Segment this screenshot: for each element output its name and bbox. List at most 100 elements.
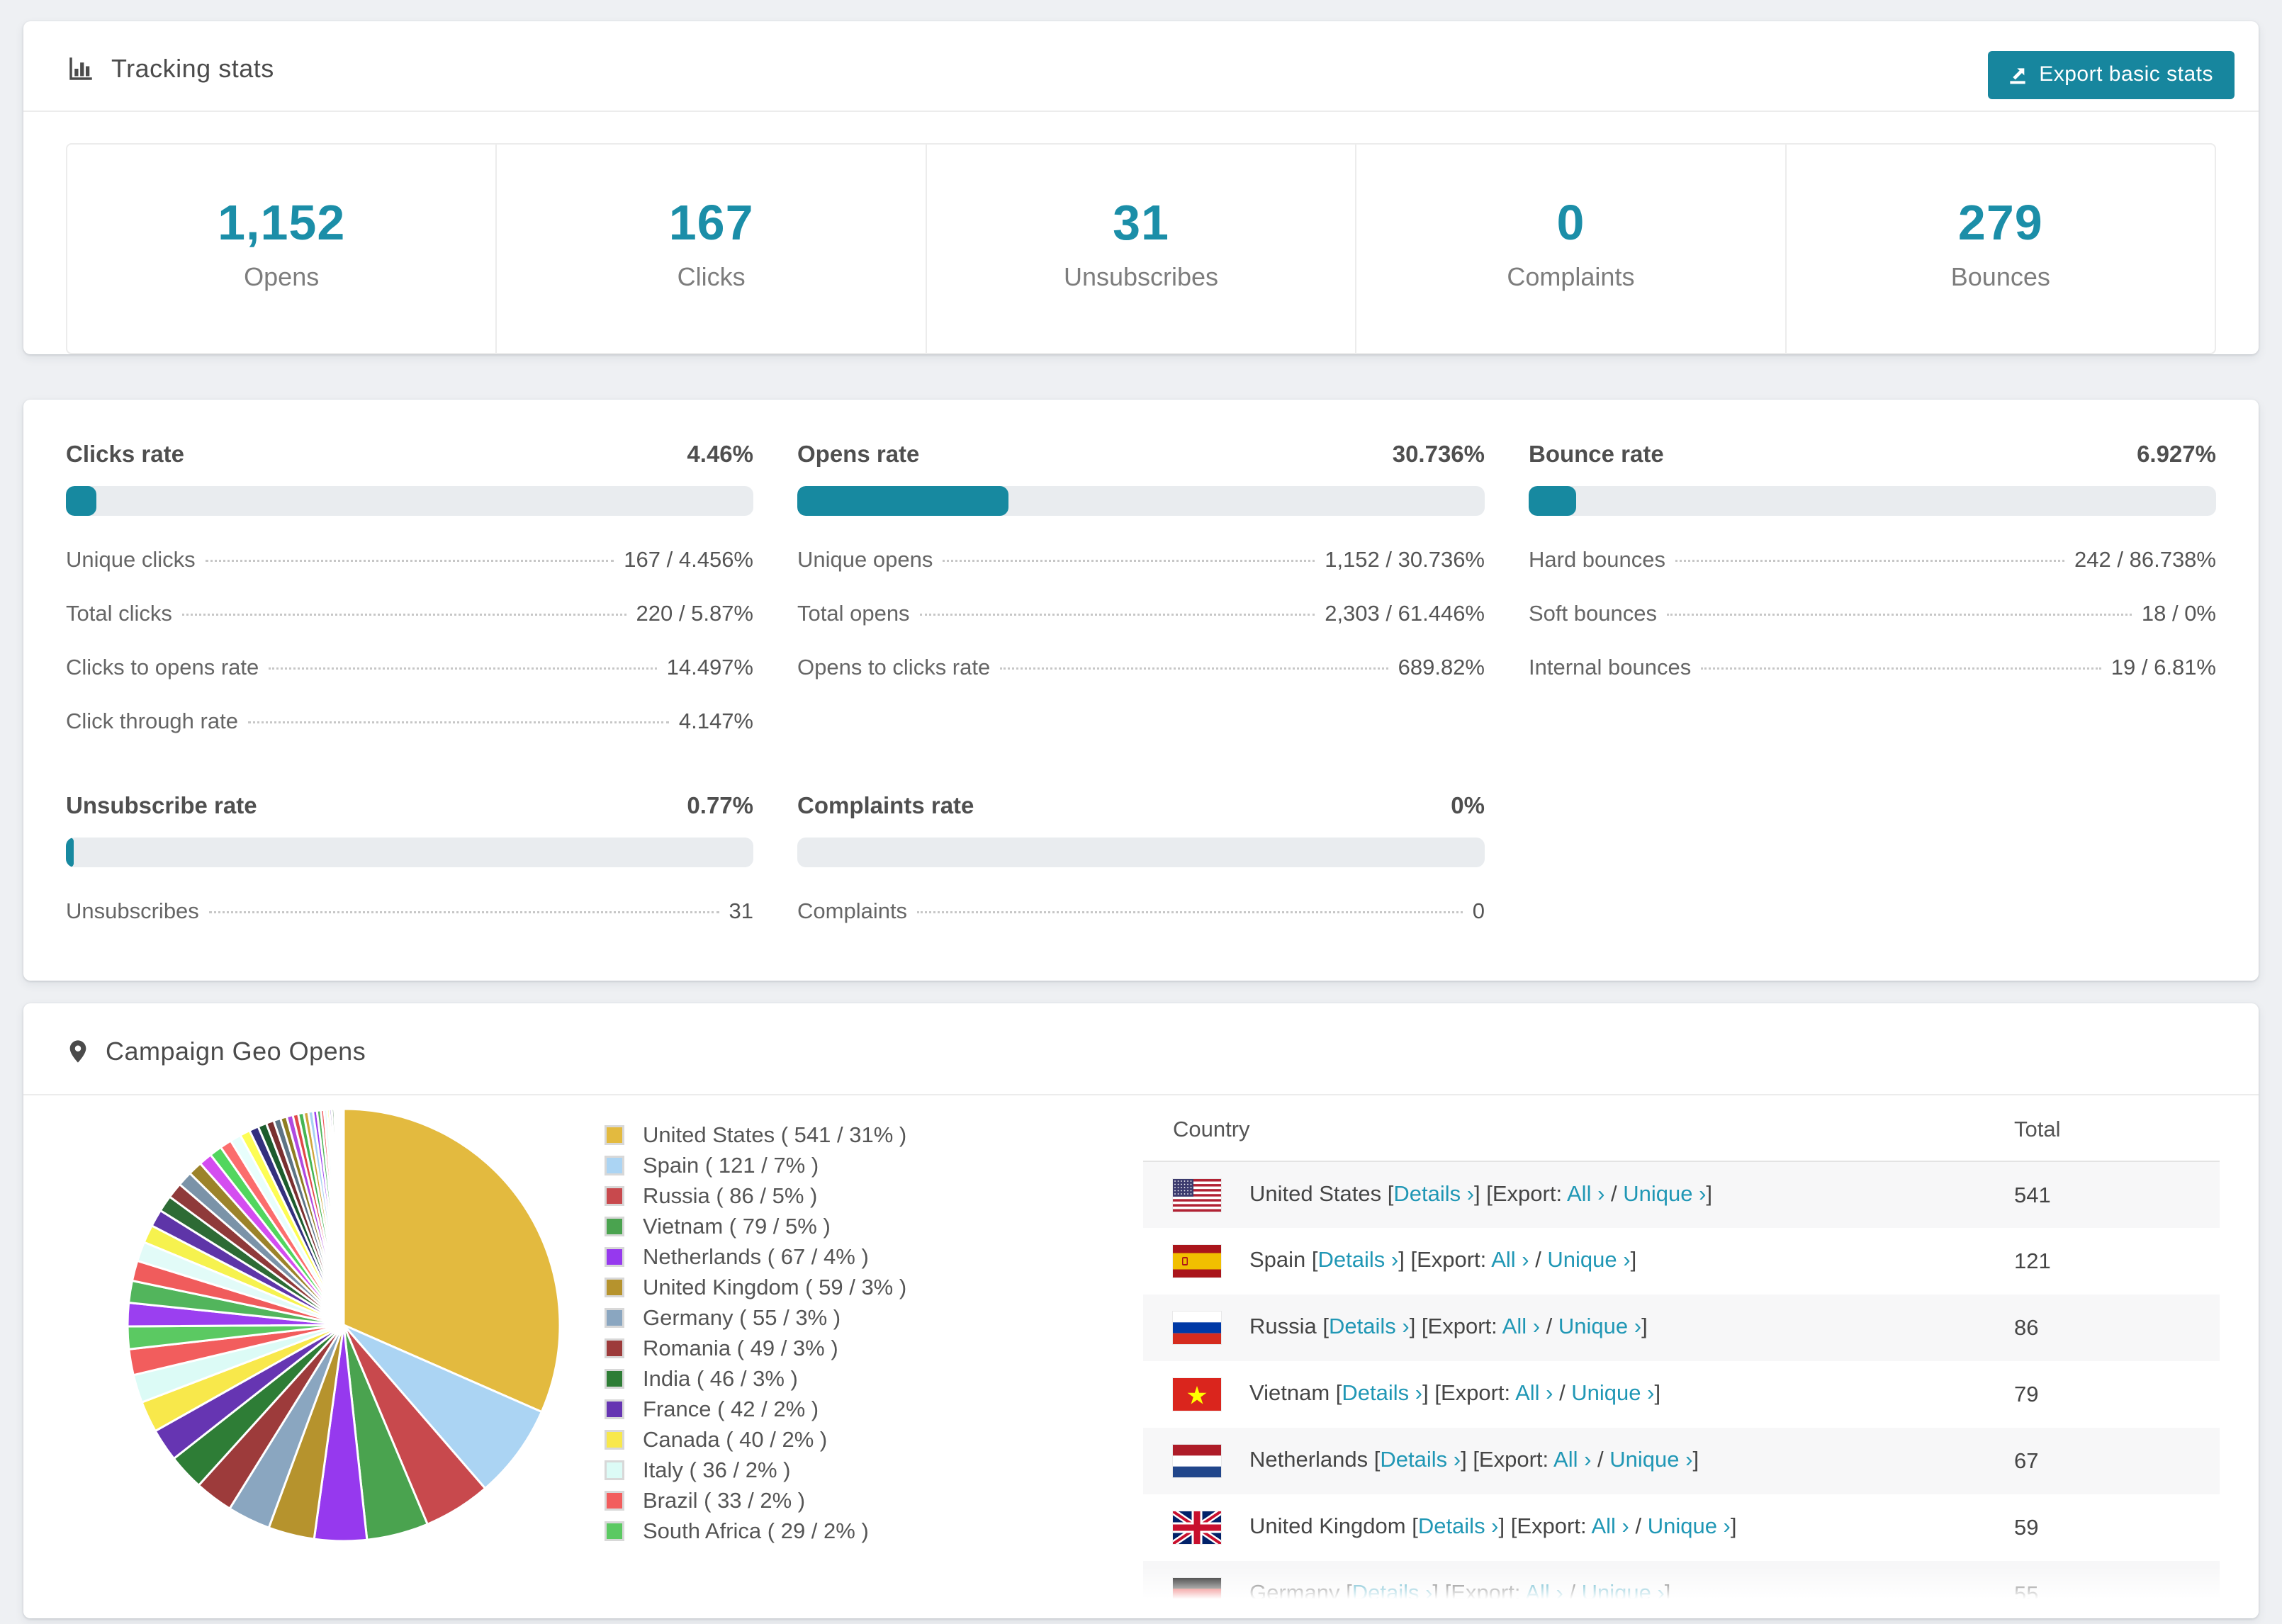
country-cell: United States [Details ›] [Export: All ›… xyxy=(1143,1161,2014,1228)
pie-legend: United States ( 541 / 31% ) Spain ( 121 … xyxy=(605,1095,1101,1618)
rate-stat-label: Total opens xyxy=(797,601,910,626)
pie-slice[interactable] xyxy=(342,1107,561,1414)
dotted-leader xyxy=(1666,614,2132,616)
legend-item: Romania ( 49 / 3% ) xyxy=(605,1333,1101,1363)
legend-label: United Kingdom ( 59 / 3% ) xyxy=(643,1274,907,1299)
export-all-link[interactable]: All › xyxy=(1525,1580,1563,1606)
rate-stat-row: Click through rate 4.147% xyxy=(66,709,753,734)
country-cell: Spain [Details ›] [Export: All › / Uniqu… xyxy=(1143,1228,2014,1295)
export-all-link[interactable]: All › xyxy=(1567,1180,1605,1206)
export-unique-link[interactable]: Unique › xyxy=(1558,1314,1642,1339)
rate-stat-row: Total opens 2,303 / 61.446% xyxy=(797,601,1485,626)
dotted-leader xyxy=(943,560,1315,562)
pie-slice[interactable] xyxy=(342,1107,345,1326)
geo-pie-chart xyxy=(66,1095,605,1618)
total-cell: 121 xyxy=(2014,1248,2051,1273)
country-flag-de xyxy=(1173,1578,1221,1611)
rate-stat-value: 242 / 86.738% xyxy=(2074,547,2216,572)
legend-item: United Kingdom ( 59 / 3% ) xyxy=(605,1272,1101,1302)
country-name: United States xyxy=(1249,1180,1382,1206)
legend-item: France ( 42 / 2% ) xyxy=(605,1394,1101,1424)
export-basic-stats-button[interactable]: Export basic stats xyxy=(1988,51,2235,99)
rate-stat-label: Unique clicks xyxy=(66,547,196,572)
rate-stat-value: 14.497% xyxy=(666,655,753,680)
export-all-link[interactable]: All › xyxy=(1515,1380,1553,1406)
legend-swatch xyxy=(605,1399,624,1419)
details-link[interactable]: Details › xyxy=(1393,1180,1475,1206)
progress-bar xyxy=(797,486,1485,516)
stat-label: Clicks xyxy=(677,262,746,291)
rate-panel: Complaints rate 0% Complaints 0 xyxy=(797,792,1485,924)
rates-card: Clicks rate 4.46% Unique clicks 167 / 4.… xyxy=(23,400,2259,981)
dotted-leader xyxy=(1675,560,2065,562)
rate-stat-row: Hard bounces 242 / 86.738% xyxy=(1529,547,2216,573)
country-cell: Vietnam [Details ›] [Export: All › / Uni… xyxy=(1143,1361,2014,1428)
export-unique-link[interactable]: Unique › xyxy=(1647,1513,1731,1539)
export-all-link[interactable]: All › xyxy=(1591,1513,1629,1539)
stat-label: Complaints xyxy=(1507,262,1635,291)
legend-label: Germany ( 55 / 3% ) xyxy=(643,1304,841,1330)
country-name: Russia xyxy=(1249,1314,1317,1339)
legend-label: Canada ( 40 / 2% ) xyxy=(643,1426,828,1452)
rate-stat-value: 2,303 / 61.446% xyxy=(1325,601,1485,626)
export-unique-link[interactable]: Unique › xyxy=(1623,1180,1707,1206)
progress-bar-fill xyxy=(66,486,97,516)
pie-slice[interactable] xyxy=(342,1324,544,1490)
details-link[interactable]: Details › xyxy=(1351,1580,1433,1606)
stat-value: 279 xyxy=(1957,195,2043,250)
geo-title: Campaign Geo Opens xyxy=(106,1037,366,1066)
tracking-stats-header: Tracking stats Export basic stats xyxy=(23,21,2259,112)
total-cell: 59 xyxy=(2014,1515,2039,1540)
legend-swatch xyxy=(605,1155,624,1175)
legend-swatch xyxy=(605,1368,624,1389)
export-all-link[interactable]: All › xyxy=(1502,1314,1541,1339)
progress-bar xyxy=(797,838,1485,867)
rate-value: 4.46% xyxy=(687,441,753,467)
export-unique-link[interactable]: Unique › xyxy=(1571,1380,1655,1406)
rate-value: 0.77% xyxy=(687,792,753,818)
rates-grid: Clicks rate 4.46% Unique clicks 167 / 4.… xyxy=(66,441,2216,924)
stat-value: 31 xyxy=(1113,195,1169,250)
progress-bar xyxy=(66,838,753,867)
legend-label: Italy ( 36 / 2% ) xyxy=(643,1457,791,1482)
export-all-link[interactable]: All › xyxy=(1491,1247,1529,1273)
legend-swatch xyxy=(605,1277,624,1297)
column-header-country: Country xyxy=(1143,1095,2014,1162)
details-link[interactable]: Details › xyxy=(1417,1513,1499,1539)
rate-title: Bounce rate xyxy=(1529,441,1664,467)
pie-chart-svg xyxy=(126,1107,561,1543)
rate-panel: Unsubscribe rate 0.77% Unsubscribes 31 xyxy=(66,792,753,924)
table-row: Vietnam [Details ›] [Export: All › / Uni… xyxy=(1143,1361,2220,1428)
rate-stat-value: 19 / 6.81% xyxy=(2110,655,2216,680)
export-unique-link[interactable]: Unique › xyxy=(1547,1247,1631,1273)
total-cell: 86 xyxy=(2014,1315,2039,1340)
rate-stat-value: 167 / 4.456% xyxy=(624,547,753,572)
legend-label: Netherlands ( 67 / 4% ) xyxy=(643,1244,869,1269)
legend-item: Brazil ( 33 / 2% ) xyxy=(605,1485,1101,1516)
table-row: United States [Details ›] [Export: All ›… xyxy=(1143,1161,2220,1228)
progress-bar-fill xyxy=(797,486,1009,516)
country-cell: Germany [Details ›] [Export: All › / Uni… xyxy=(1143,1561,2014,1618)
export-all-link[interactable]: All › xyxy=(1553,1447,1592,1472)
stat-box: 1,152 Opens xyxy=(67,145,498,353)
geo-table: Country Total United States [Details ›] … xyxy=(1143,1095,2220,1618)
legend-item: India ( 46 / 3% ) xyxy=(605,1363,1101,1394)
page-title: Tracking stats xyxy=(111,54,274,83)
legend-swatch xyxy=(605,1338,624,1358)
dotted-leader xyxy=(269,667,657,670)
legend-label: France ( 42 / 2% ) xyxy=(643,1396,819,1421)
country-cell: Russia [Details ›] [Export: All › / Uniq… xyxy=(1143,1295,2014,1361)
stat-value: 0 xyxy=(1556,195,1585,250)
rate-value: 0% xyxy=(1451,792,1485,818)
rate-panel: Opens rate 30.736% Unique opens 1,152 / … xyxy=(797,441,1485,734)
details-link[interactable]: Details › xyxy=(1380,1447,1461,1472)
stat-value: 1,152 xyxy=(218,195,346,250)
details-link[interactable]: Details › xyxy=(1317,1247,1399,1273)
progress-bar xyxy=(1529,486,2216,516)
export-unique-link[interactable]: Unique › xyxy=(1609,1447,1693,1472)
details-link[interactable]: Details › xyxy=(1329,1314,1410,1339)
export-unique-link[interactable]: Unique › xyxy=(1581,1580,1665,1606)
table-row: Russia [Details ›] [Export: All › / Uniq… xyxy=(1143,1295,2220,1361)
legend-swatch xyxy=(605,1216,624,1236)
details-link[interactable]: Details › xyxy=(1342,1380,1423,1406)
